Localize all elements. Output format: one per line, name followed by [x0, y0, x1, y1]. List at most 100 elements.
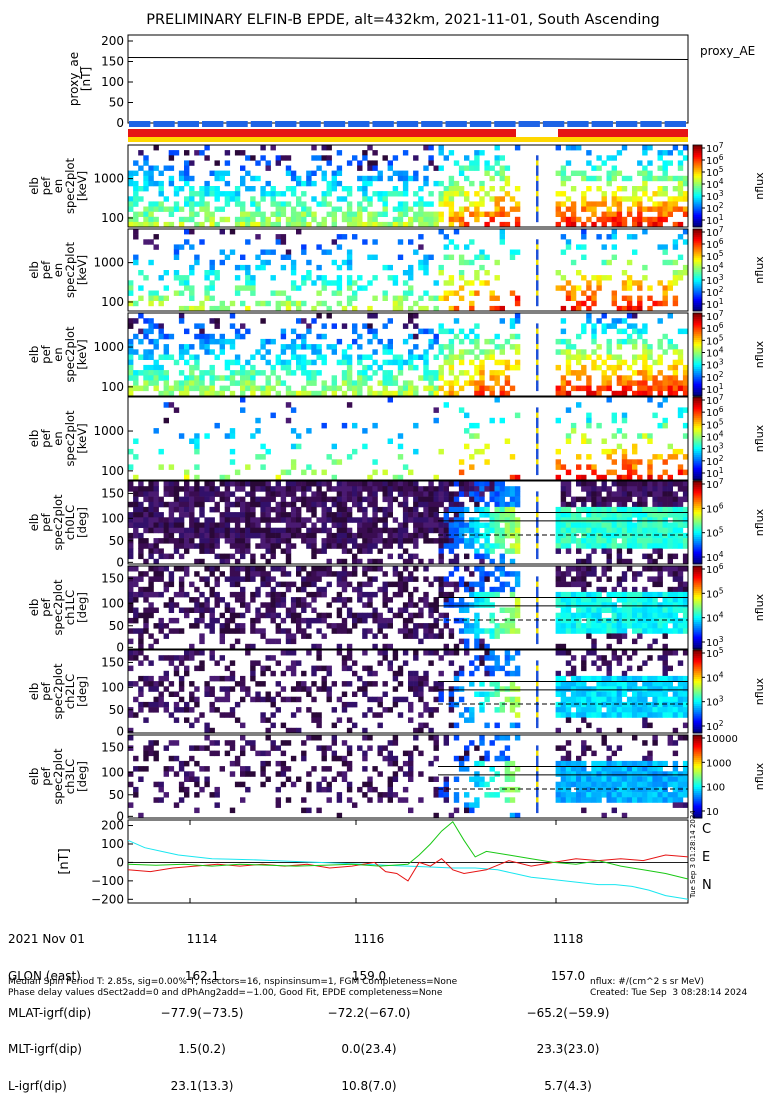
heatmap-cell: [434, 523, 439, 529]
heatmap-cell: [449, 380, 454, 386]
heatmap-cell: [515, 360, 520, 366]
heatmap-cell: [536, 191, 539, 196]
heatmap-cell: [398, 587, 403, 593]
heatmap-cell: [505, 339, 510, 345]
heatmap-cell: [536, 608, 539, 614]
heatmap-cell: [194, 650, 199, 656]
heatmap-cell: [627, 176, 632, 181]
heatmap-cell: [474, 602, 479, 608]
heatmap-cell: [673, 375, 678, 381]
colorbar-tick-exponent: 2: [719, 201, 724, 210]
heatmap-cell: [561, 613, 566, 619]
heatmap-cell: [566, 291, 571, 296]
heatmap-cell: [576, 613, 581, 619]
heatmap-cell: [184, 497, 189, 503]
heatmap-cell: [642, 207, 647, 212]
heatmap-cell: [362, 375, 367, 381]
heatmap-cell: [449, 207, 454, 212]
heatmap-cell: [255, 571, 260, 577]
heatmap-cell: [663, 566, 668, 572]
heatmap-cell: [184, 707, 189, 713]
heatmap-cell: [240, 502, 245, 508]
heatmap-cell: [204, 155, 209, 160]
heatmap-cell: [388, 623, 393, 629]
heatmap-cell: [230, 613, 235, 619]
heatmap-cell: [637, 507, 642, 513]
heatmap-cell: [342, 528, 347, 534]
heatmap-cell: [647, 554, 652, 560]
heatmap-cell: [281, 686, 286, 692]
heatmap-cell: [627, 592, 632, 598]
heatmap-cell: [398, 255, 403, 260]
heatmap-cell: [658, 360, 663, 366]
heatmap-cell: [286, 639, 291, 645]
heatmap-cell: [194, 464, 199, 470]
heatmap-cell: [591, 222, 596, 227]
heatmap-cell: [286, 517, 291, 523]
heatmap-cell: [266, 717, 271, 723]
heatmap-cell: [403, 212, 408, 217]
heatmap-cell: [500, 559, 505, 565]
heatmap-cell: [607, 618, 612, 624]
heatmap-cell: [622, 217, 627, 222]
heatmap-cell: [607, 234, 612, 239]
heatmap-cell: [454, 497, 459, 503]
heatmap-cell: [484, 212, 489, 217]
heatmap-cell: [215, 602, 220, 608]
heatmap-cell: [444, 402, 449, 408]
heatmap-cell: [398, 444, 403, 450]
heatmap-cell: [556, 523, 561, 529]
heatmap-cell: [536, 334, 539, 340]
heatmap-cell: [510, 618, 515, 624]
heatmap-cell: [281, 334, 286, 340]
heatmap-cell: [347, 538, 352, 544]
heatmap-cell: [556, 464, 561, 470]
heatmap-cell: [271, 145, 276, 150]
heatmap-cell: [199, 613, 204, 619]
heatmap-cell: [255, 486, 260, 492]
heatmap-cell: [311, 181, 316, 186]
heatmap-cell: [469, 628, 474, 634]
heatmap-cell: [347, 571, 352, 577]
heatmap-cell: [612, 587, 617, 593]
heatmap-cell: [393, 296, 398, 301]
heatmap-cell: [673, 618, 678, 624]
heatmap-cell: [627, 566, 632, 572]
heatmap-cell: [184, 285, 189, 290]
heatmap-cell: [225, 306, 230, 311]
heatmap-cell: [296, 306, 301, 311]
heatmap-cell: [179, 502, 184, 508]
heatmap-cell: [169, 181, 174, 186]
heatmap-cell: [372, 166, 377, 171]
heatmap-cell: [271, 613, 276, 619]
heatmap-cell: [500, 212, 505, 217]
heatmap-cell: [428, 255, 433, 260]
heatmap-cell: [617, 639, 622, 645]
heatmap-cell: [673, 491, 678, 497]
heatmap-cell: [291, 666, 296, 672]
heatmap-cell: [357, 491, 362, 497]
heatmap-cell: [647, 222, 652, 227]
heatmap-cell: [260, 145, 265, 150]
heatmap-cell: [652, 592, 657, 598]
heatmap-cell: [678, 150, 683, 155]
heatmap-cell: [133, 697, 138, 703]
heatmap-cell: [372, 592, 377, 598]
heatmap-cell: [617, 613, 622, 619]
heatmap-cell: [220, 260, 225, 265]
heatmap-cell: [154, 697, 159, 703]
heatmap-cell: [607, 375, 612, 381]
heatmap-cell: [194, 491, 199, 497]
heatmap-cell: [678, 543, 683, 549]
heatmap-cell: [189, 697, 194, 703]
heatmap-cell: [347, 191, 352, 196]
heatmap-cell: [602, 507, 607, 513]
heatmap-cell: [632, 234, 637, 239]
heatmap-cell: [490, 212, 495, 217]
heatmap-cell: [322, 222, 327, 227]
heatmap-cell: [398, 306, 403, 311]
heatmap-cell: [342, 481, 347, 487]
heatmap-cell: [260, 370, 265, 376]
heatmap-cell: [164, 491, 169, 497]
heatmap-cell: [337, 265, 342, 270]
